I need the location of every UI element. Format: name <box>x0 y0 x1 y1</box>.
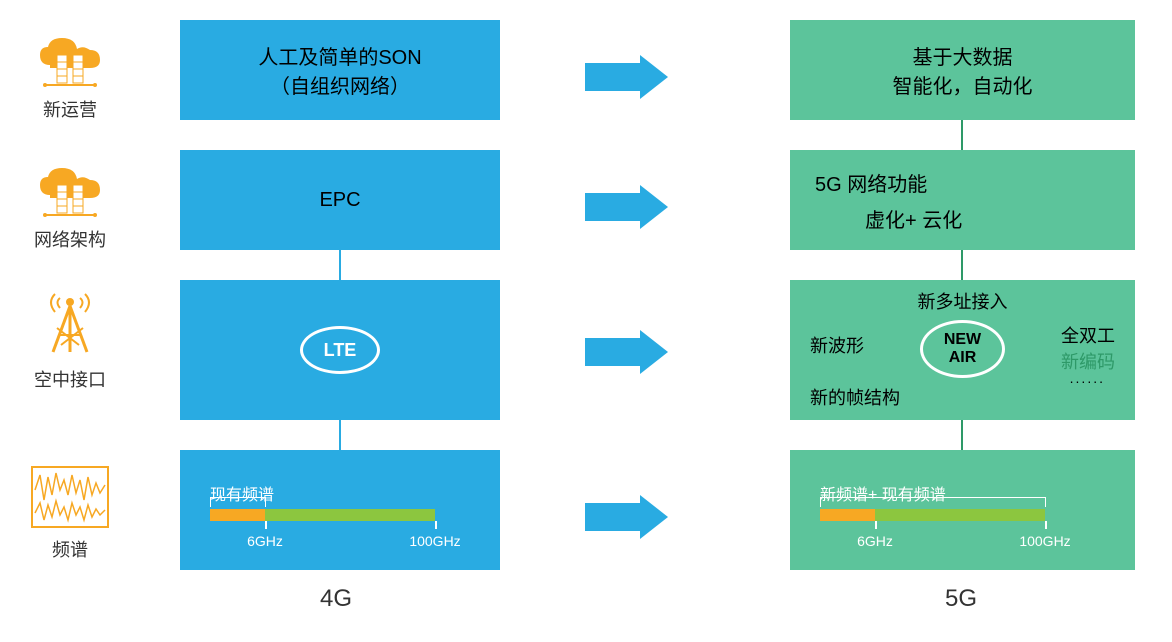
spectrum-bracket <box>820 497 1046 507</box>
spectrum-tick-label: 6GHz <box>247 533 283 549</box>
box-4g-ops: 人工及简单的SON （自组织网络） <box>180 20 500 120</box>
icon-spectrum-label: 频谱 <box>52 536 88 562</box>
box-5g-arch: 5G 网络功能 虚化+ 云化 <box>790 150 1135 250</box>
text: 基于大数据 <box>913 41 1013 70</box>
spectrum-seg-2 <box>875 509 1045 521</box>
spectrum-bracket <box>210 497 266 507</box>
connector-4g-2 <box>339 420 341 450</box>
spectrum-bar: 6GHz 100GHz <box>820 509 1045 521</box>
icon-ops: 新运营 <box>15 35 125 122</box>
text: 虚化+ 云化 <box>815 204 962 233</box>
spectrum-seg-1 <box>210 509 265 521</box>
newair-line2: AIR <box>949 349 977 367</box>
icon-arch: 网络架构 <box>15 165 125 252</box>
newair-badge: NEW AIR <box>920 320 1005 378</box>
col-5g-title: 5G <box>945 585 977 613</box>
lte-badge: LTE <box>300 326 380 374</box>
spectrum-seg-2 <box>265 509 435 521</box>
icon-spectrum: 频谱 <box>15 465 125 562</box>
box-4g-air: LTE <box>180 280 500 420</box>
cloud-servers-icon <box>35 165 105 220</box>
waveform-icon <box>30 465 110 530</box>
newair-line1: NEW <box>944 331 981 349</box>
spectrum-tick-label: 100GHz <box>409 533 460 549</box>
spectrum-seg-1 <box>820 509 875 521</box>
spectrum-tick <box>1045 521 1047 529</box>
text: EPC <box>319 189 360 212</box>
air-left: 新波形 <box>810 332 864 358</box>
connector-5g-3 <box>961 420 963 450</box>
box-5g-ops: 基于大数据 智能化，自动化 <box>790 20 1135 120</box>
icon-arch-label: 网络架构 <box>34 226 106 252</box>
air-top: 新多址接入 <box>918 288 1008 314</box>
text: 5G 网络功能 <box>815 168 927 197</box>
spectrum-tick <box>435 521 437 529</box>
arrow-ops <box>585 55 668 99</box>
text: （自组织网络） <box>270 70 410 99</box>
box-5g-air: 新多址接入 新波形 全双工 新编码 ...... 新的帧结构 NEW AIR <box>790 280 1135 420</box>
spectrum-tick-label: 100GHz <box>1019 533 1070 549</box>
cloud-servers-icon <box>35 35 105 90</box>
connector-5g-1 <box>961 120 963 150</box>
connector-5g-2 <box>961 250 963 280</box>
arrow-spectrum <box>585 495 668 539</box>
col-4g-title: 4G <box>320 585 352 613</box>
box-5g-spectrum: 新频谱+ 现有频谱 6GHz 100GHz <box>790 450 1135 570</box>
connector-4g-1 <box>339 250 341 280</box>
arrow-arch <box>585 185 668 229</box>
spectrum-bar: 6GHz 100GHz <box>210 509 435 521</box>
text: 人工及简单的SON <box>258 41 421 70</box>
air-right: 全双工 <box>1061 322 1115 348</box>
spectrum-tick-label: 6GHz <box>857 533 893 549</box>
spectrum-tick <box>265 521 267 529</box>
icon-ops-label: 新运营 <box>43 96 97 122</box>
icon-air: 空中接口 <box>15 290 125 392</box>
antenna-icon <box>35 290 105 360</box>
box-4g-arch: EPC <box>180 150 500 250</box>
spectrum-tick <box>875 521 877 529</box>
text: 智能化，自动化 <box>893 70 1033 99</box>
air-bottom: 新的帧结构 <box>810 384 900 410</box>
icon-air-label: 空中接口 <box>34 366 106 392</box>
box-4g-spectrum: 现有频谱 6GHz 100GHz <box>180 450 500 570</box>
arrow-air <box>585 330 668 374</box>
air-dots: ...... <box>1070 370 1105 386</box>
